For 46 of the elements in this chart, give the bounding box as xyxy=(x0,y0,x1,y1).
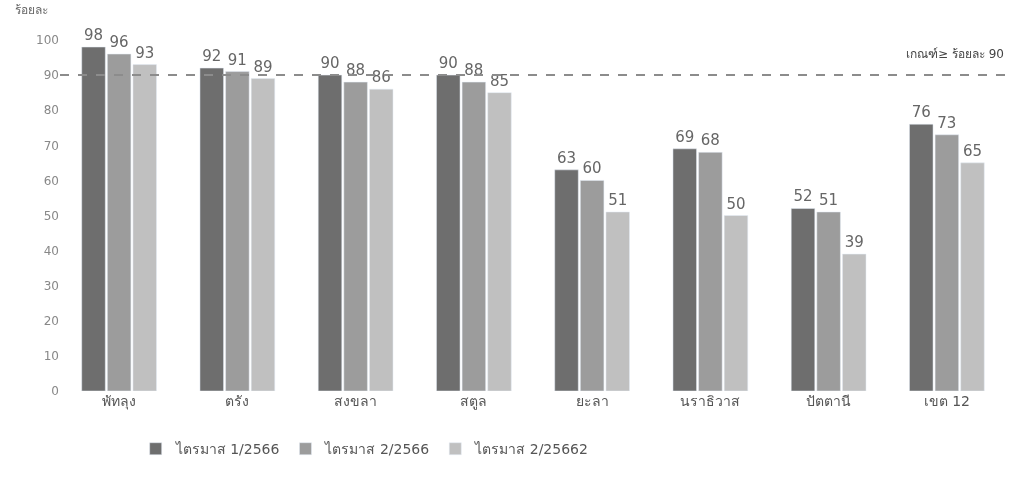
y-tick-label: 60 xyxy=(43,173,59,188)
x-tick-label: สงขลา xyxy=(334,393,378,409)
data-label: 92 xyxy=(202,47,222,66)
y-tick-label: 20 xyxy=(43,314,59,328)
data-label: 91 xyxy=(227,50,247,69)
legend-label: ไตรมาส 2/2566 xyxy=(324,441,430,458)
y-tick-label: 80 xyxy=(43,103,59,118)
data-label: 88 xyxy=(346,61,366,80)
data-label: 90 xyxy=(320,54,340,73)
x-tick-label: พัทลุง xyxy=(102,393,137,410)
data-label: 76 xyxy=(911,103,931,122)
data-label: 90 xyxy=(438,54,458,73)
data-label: 98 xyxy=(83,26,104,45)
data-label: 93 xyxy=(135,43,155,62)
data-label: 65 xyxy=(962,141,983,160)
ref-line-label: เกณฑ์≥ ร้อยละ 90 xyxy=(906,47,1004,61)
data-label: 96 xyxy=(109,33,129,52)
y-tick-label: 50 xyxy=(43,208,59,223)
y-tick-label: 30 xyxy=(43,278,59,293)
data-label: 50 xyxy=(726,194,746,213)
y-tick-label: 70 xyxy=(43,138,59,153)
legend-label: ไตรมาส 1/2566 xyxy=(174,441,280,458)
y-tick-label: 40 xyxy=(43,243,59,258)
data-label: 52 xyxy=(793,187,813,206)
x-tick-label: นราธิวาส xyxy=(680,393,741,409)
y-tick-label: 90 xyxy=(43,68,59,83)
data-label: 73 xyxy=(937,113,957,132)
x-tick-label: ปัตตานี xyxy=(806,393,852,409)
x-tick-label: เขต 12 xyxy=(923,393,971,409)
data-label: 39 xyxy=(844,233,864,252)
x-tick-label: ตรัง xyxy=(225,393,250,409)
x-tick-label: สตูล xyxy=(460,393,488,410)
data-label: 51 xyxy=(608,190,628,209)
data-label: 60 xyxy=(582,159,602,178)
legend-label: ไตรมาส 2/25662 xyxy=(474,441,588,458)
y-axis-title: ร้อยละ xyxy=(15,3,48,17)
y-tick-label: 10 xyxy=(43,349,59,364)
data-label: 89 xyxy=(253,57,273,76)
data-label: 69 xyxy=(675,127,695,146)
y-tick-label: 100 xyxy=(36,33,59,48)
data-label: 88 xyxy=(464,61,484,80)
x-tick-label: ยะลา xyxy=(575,393,609,409)
data-label: 63 xyxy=(556,148,577,167)
data-label: 68 xyxy=(700,131,720,150)
data-label: 51 xyxy=(819,190,839,209)
y-tick-label: 0 xyxy=(51,384,59,399)
